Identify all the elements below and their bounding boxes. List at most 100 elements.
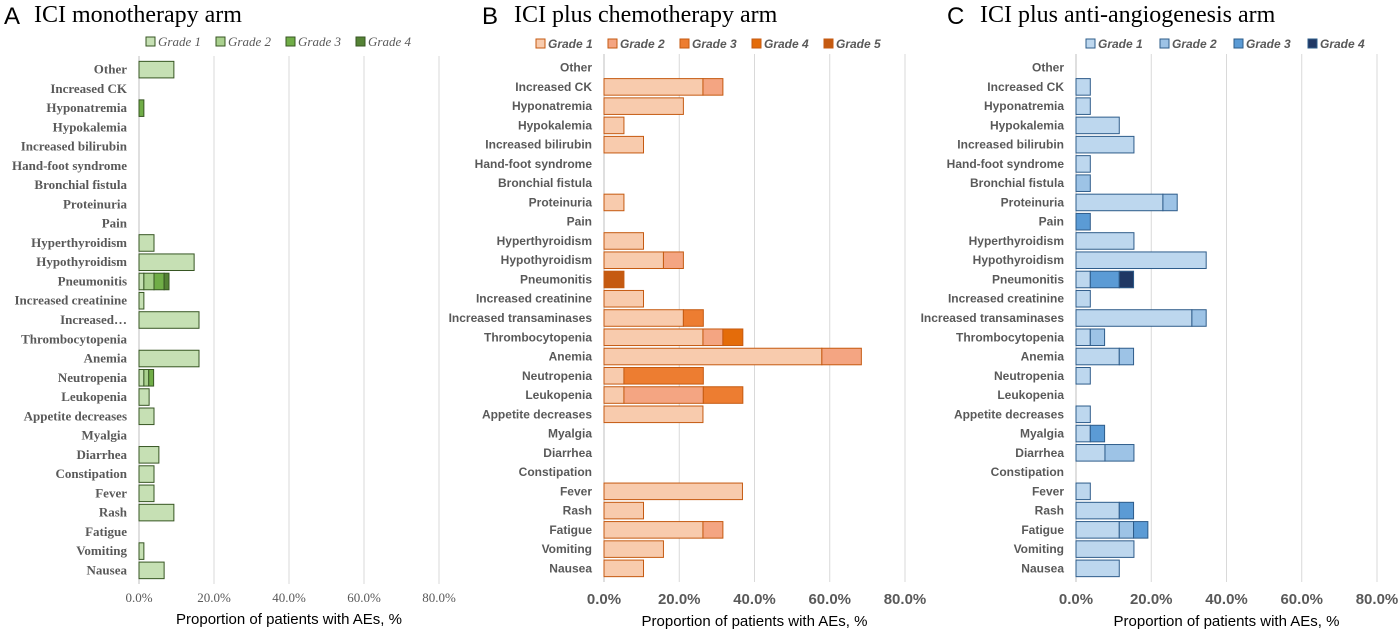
legend-entry: Grade 3	[692, 37, 737, 51]
category-label: Pneumonitis	[992, 272, 1064, 286]
bar-segment	[138, 465, 155, 483]
bar-segment	[603, 328, 704, 347]
panel-title: ICI monotherapy arm	[34, 2, 242, 28]
bar-segment	[603, 251, 664, 270]
category-label: Other	[560, 61, 592, 75]
legend-entry: Grade 4	[764, 37, 809, 51]
bar-segment	[138, 503, 175, 522]
legend: Grade 1 Grade 2 Grade 3 Grade 4 Grade 5	[535, 37, 881, 51]
category-label: Fever	[560, 484, 592, 498]
x-tick-label: 60.0%	[347, 590, 381, 605]
legend-entry: Grade 4	[1320, 37, 1365, 51]
bar-segment	[1118, 347, 1135, 366]
category-label: Pneumonitis	[520, 272, 592, 286]
x-tick-label: 20.0%	[1130, 591, 1173, 608]
legend-entry: Grade 2	[228, 34, 271, 49]
category-label: Rash	[1035, 504, 1064, 518]
category-label: Hypokalemia	[518, 118, 592, 132]
bar-segment	[603, 540, 664, 558]
bar-segment	[138, 407, 155, 426]
bar-segment	[1075, 251, 1207, 270]
bar-segment	[702, 328, 724, 347]
bar-segment	[1075, 78, 1091, 96]
bar-segment	[1075, 366, 1091, 385]
chart-panel-b: B ICI plus chemotherapy arm 0.0% 20.0% 40.0%…	[449, 2, 927, 630]
category-label: Hyponatremia	[984, 99, 1064, 113]
bar-segment	[1075, 193, 1164, 212]
bar-segment	[1089, 424, 1106, 443]
legend-entry: Grade 2	[1172, 37, 1217, 51]
category-label: Hand-foot syndrome	[475, 157, 593, 171]
panel-title: ICI plus chemotherapy arm	[514, 2, 778, 28]
bar-segment	[623, 386, 704, 404]
category-label: Proteinuria	[63, 196, 128, 211]
category-label: Myalgia	[548, 427, 592, 441]
legend-swatch	[1233, 38, 1244, 49]
category-label: Increased CK	[515, 80, 592, 94]
legend-entry: Grade 1	[158, 34, 201, 49]
panel-letter: B	[482, 3, 498, 30]
category-label: Appetite decreases	[482, 407, 592, 421]
bar-segment	[603, 193, 625, 212]
category-label: Vomiting	[76, 543, 127, 558]
category-label: Pneumonitis	[58, 273, 127, 288]
category-label: Hand-foot syndrome	[12, 158, 127, 173]
category-label: Constipation	[55, 466, 127, 481]
bar-segment	[1075, 155, 1091, 173]
bar-segment	[138, 291, 145, 310]
x-tick-label: 20.0%	[658, 591, 701, 608]
category-label: Increased creatinine	[14, 293, 127, 308]
bar-segment	[148, 368, 155, 387]
bar-segment	[1075, 328, 1091, 347]
bar-segment	[138, 561, 165, 580]
chart-panel-c: C ICI plus anti-angiogenesis arm 0.0% 20.0%…	[921, 2, 1398, 630]
bar-segment	[138, 446, 160, 464]
legend-swatch	[145, 36, 156, 47]
category-label: Increased CK	[987, 80, 1064, 94]
x-tick-label: 40.0%	[733, 591, 776, 608]
category-label: Increased…	[60, 312, 127, 327]
x-tick-label: 80.0%	[1356, 591, 1398, 608]
chart-panel-a: A ICI monotherapy arm 0.0% 20.0% 40.0% 60.0% 8…	[4, 2, 456, 628]
category-label: Hypokalemia	[990, 118, 1064, 132]
bar-segment	[821, 347, 862, 366]
bar-segment	[1075, 347, 1120, 366]
bar-segment	[603, 347, 823, 366]
bar-segment	[138, 388, 150, 406]
legend-swatch	[1159, 38, 1170, 49]
panel-letter: C	[947, 3, 964, 30]
bar-segment	[702, 386, 744, 404]
bar-segment	[1133, 521, 1149, 539]
legend-swatch	[535, 38, 546, 49]
bar-segment	[1075, 424, 1091, 443]
legend-entry: Grade 1	[548, 37, 593, 51]
category-label: Leukopenia	[997, 388, 1064, 402]
bar-segment	[1075, 309, 1193, 327]
x-tick-label: 0.0%	[1059, 591, 1093, 608]
bar-segment	[1075, 174, 1091, 192]
category-label: Hand-foot syndrome	[947, 157, 1065, 171]
category-label: Diarrhea	[76, 447, 127, 462]
bar-segment	[603, 482, 743, 501]
x-axis-label: Proportion of patients with AEs, %	[1114, 613, 1340, 630]
bar-segment	[702, 521, 724, 539]
bar-segment	[603, 232, 645, 250]
category-label: Fever	[95, 485, 127, 500]
bar-segment	[603, 97, 684, 115]
bar-segment	[722, 328, 744, 347]
category-label: Increased bilirubin	[485, 138, 592, 152]
legend-entry: Grade 3	[298, 34, 341, 49]
x-tick-label: 80.0%	[884, 591, 927, 608]
bar-segment	[603, 116, 625, 135]
category-label: Hypothyroidism	[973, 253, 1064, 267]
category-label: Increased transaminases	[449, 311, 593, 325]
bar-segment	[603, 559, 645, 578]
legend-entry: Grade 4	[368, 34, 411, 49]
bar-segment	[682, 309, 704, 327]
bar-segment	[138, 484, 155, 503]
bar-segment	[1075, 232, 1135, 250]
bar-segment	[143, 368, 150, 387]
bar-segment	[662, 251, 684, 270]
category-label: Nausea	[1021, 561, 1064, 575]
category-label: Pain	[567, 215, 592, 229]
